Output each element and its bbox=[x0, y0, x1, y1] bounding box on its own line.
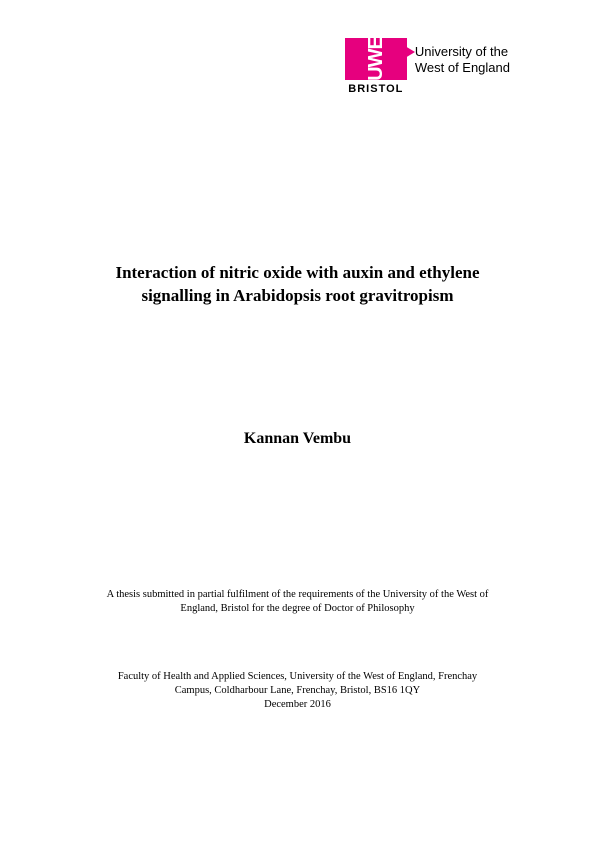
submission-line2: England, Bristol for the degree of Docto… bbox=[75, 602, 520, 616]
title-line1: Interaction of nitric oxide with auxin a… bbox=[75, 262, 520, 285]
institution-name: University of the West of England bbox=[415, 44, 510, 77]
author-name: Kannan Vembu bbox=[75, 430, 520, 448]
uwe-logo-block: UWE bbox=[345, 38, 407, 80]
institution-logo: UWE BRISTOL University of the West of En… bbox=[345, 38, 510, 95]
uwe-logo-arrow-icon bbox=[405, 46, 415, 58]
faculty-line2: Campus, Coldharbour Lane, Frenchay, Bris… bbox=[75, 684, 520, 698]
submission-line1: A thesis submitted in partial fulfilment… bbox=[75, 588, 520, 602]
logo-block-container: UWE BRISTOL bbox=[345, 38, 407, 95]
faculty-line1: Faculty of Health and Applied Sciences, … bbox=[75, 670, 520, 684]
bristol-label: BRISTOL bbox=[348, 83, 403, 95]
institution-line2: West of England bbox=[415, 60, 510, 76]
faculty-date: December 2016 bbox=[75, 698, 520, 712]
faculty-address: Faculty of Health and Applied Sciences, … bbox=[75, 670, 520, 713]
title-line2: signalling in Arabidopsis root gravitrop… bbox=[75, 285, 520, 308]
submission-statement: A thesis submitted in partial fulfilment… bbox=[75, 588, 520, 616]
thesis-title: Interaction of nitric oxide with auxin a… bbox=[75, 262, 520, 308]
uwe-logo-text: UWE bbox=[366, 37, 386, 81]
institution-line1: University of the bbox=[415, 44, 510, 60]
